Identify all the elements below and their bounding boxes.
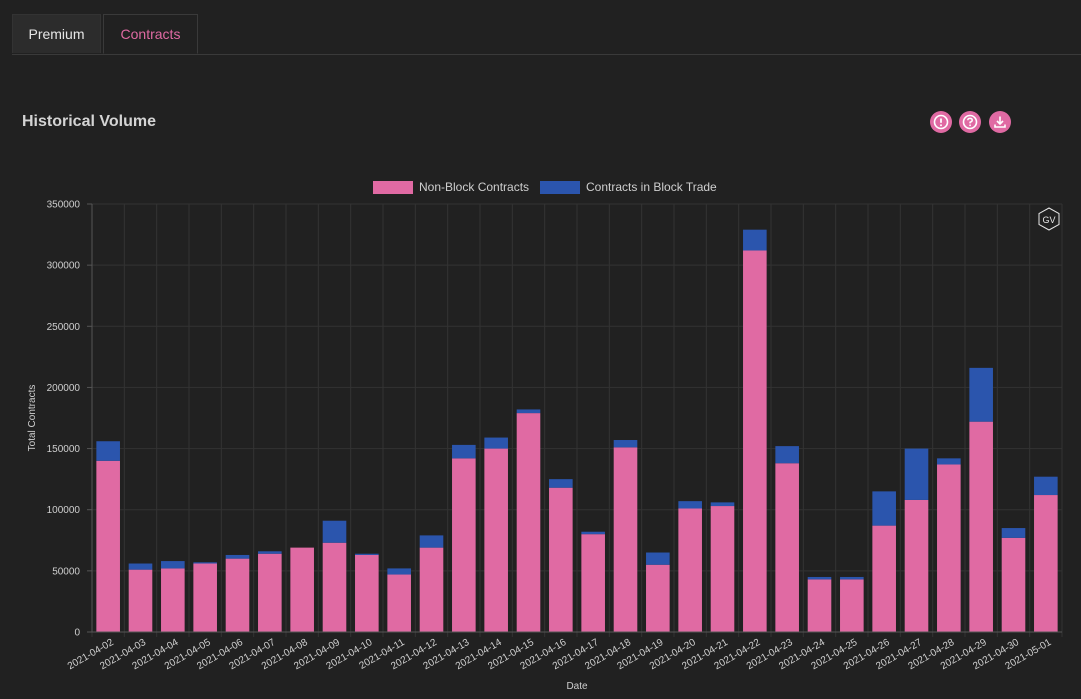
bar-non-block: [904, 499, 929, 632]
watermark-text: GV: [1042, 215, 1055, 225]
bar-block-trade: [646, 552, 670, 565]
bar-non-block: [128, 569, 153, 632]
legend-label-non-block: Non-Block Contracts: [419, 180, 529, 194]
download-icon: [994, 116, 1006, 128]
y-tick-label: 100000: [47, 505, 81, 516]
bar-block-trade: [225, 554, 250, 559]
bar-block-trade: [775, 446, 799, 464]
bar-non-block: [840, 579, 864, 632]
bar-non-block: [678, 508, 702, 632]
bar-block-trade: [419, 535, 444, 548]
bar-block-trade: [258, 551, 282, 554]
bar-non-block: [743, 250, 767, 632]
bar-block-trade: [743, 229, 767, 251]
bar-non-block: [807, 579, 832, 632]
bar-non-block: [322, 542, 347, 632]
bar-non-block: [872, 525, 896, 632]
y-tick-label: 250000: [47, 322, 81, 333]
bar-block-trade: [1001, 528, 1026, 538]
tab-bar: Premium Contracts: [12, 14, 1081, 55]
info-button[interactable]: [930, 111, 952, 133]
bar-non-block: [581, 534, 605, 632]
bar-non-block: [193, 563, 217, 632]
y-tick-label: 200000: [47, 383, 81, 394]
download-button[interactable]: [989, 111, 1011, 133]
bar-non-block: [290, 547, 314, 632]
bar-block-trade: [452, 444, 476, 459]
bar-block-trade: [128, 563, 153, 570]
bar-block-trade: [161, 561, 185, 569]
bar-block-trade: [549, 479, 573, 488]
bar-block-trade: [678, 501, 702, 509]
y-tick-label: 50000: [52, 566, 80, 577]
bar-block-trade: [872, 491, 896, 526]
bar-non-block: [710, 506, 735, 632]
bar-block-trade: [613, 440, 638, 448]
legend-label-block: Contracts in Block Trade: [586, 180, 717, 194]
y-tick-label: 150000: [47, 444, 81, 455]
y-axis-title: Total Contracts: [27, 385, 38, 452]
bar-block-trade: [193, 562, 217, 564]
bar-block-trade: [969, 367, 993, 422]
tab-premium[interactable]: Premium: [12, 14, 101, 53]
bar-non-block: [161, 568, 185, 632]
page-title: Historical Volume: [22, 113, 156, 130]
legend-swatch-block: [540, 181, 580, 194]
bar-non-block: [484, 448, 508, 632]
bar-block-trade: [484, 437, 508, 449]
chart-legend: Non-Block Contracts Contracts in Block T…: [373, 180, 717, 194]
bar-non-block: [419, 547, 444, 632]
bar-block-trade: [516, 409, 541, 414]
bar-block-trade: [840, 576, 864, 580]
help-icon: [962, 114, 978, 130]
bar-block-trade: [387, 568, 411, 575]
bar-non-block: [613, 447, 638, 632]
bar-block-trade: [904, 448, 929, 500]
bar-non-block: [387, 574, 411, 632]
y-tick-label: 300000: [47, 261, 81, 272]
bar-non-block: [225, 558, 250, 632]
bar-non-block: [1001, 537, 1026, 632]
bar-non-block: [969, 421, 993, 632]
chart-bars: [96, 229, 1058, 632]
bar-block-trade: [581, 531, 605, 535]
bar-block-trade: [807, 576, 832, 580]
watermark-logo: GV: [1038, 207, 1060, 231]
bar-block-trade: [322, 520, 347, 543]
bar-non-block: [646, 564, 670, 632]
bar-block-trade: [710, 502, 735, 507]
bar-block-trade: [355, 553, 379, 555]
bar-block-trade: [1034, 476, 1058, 496]
legend-swatch-non-block: [373, 181, 413, 194]
bar-non-block: [1034, 495, 1058, 632]
y-tick-label: 350000: [47, 200, 81, 211]
bar-non-block: [516, 413, 541, 632]
y-tick-label: 0: [74, 628, 80, 639]
help-button[interactable]: [959, 111, 981, 133]
bar-block-trade: [96, 441, 120, 461]
bar-non-block: [775, 463, 799, 632]
bar-non-block: [549, 487, 573, 632]
bar-non-block: [258, 553, 282, 632]
bar-non-block: [937, 464, 961, 632]
bar-non-block: [355, 554, 379, 632]
bar-non-block: [452, 458, 476, 632]
tab-contracts[interactable]: Contracts: [103, 14, 198, 54]
bar-block-trade: [937, 458, 961, 465]
info-icon: [933, 114, 949, 130]
bar-non-block: [96, 460, 120, 632]
x-axis-title: Date: [566, 681, 588, 692]
